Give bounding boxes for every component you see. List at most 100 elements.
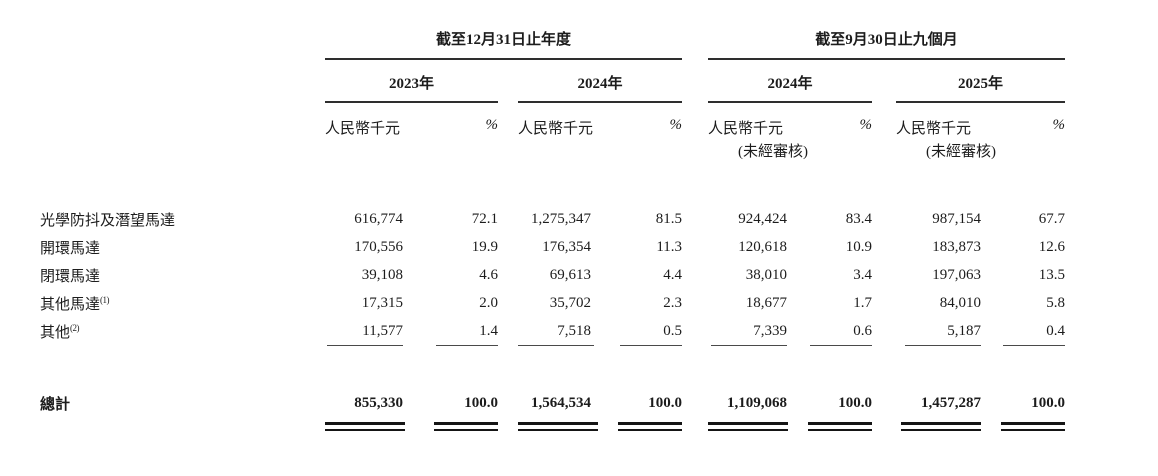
amount-cell: 35,702 bbox=[549, 294, 591, 311]
amount-cell: 39,108 bbox=[361, 266, 403, 283]
total-amount-cell: 855,330 bbox=[354, 394, 403, 411]
currency-unit-label: 人民幣千元 bbox=[896, 121, 972, 137]
currency-unit-label: 人民幣千元 bbox=[325, 121, 401, 137]
percent-cell: 5.8 bbox=[1046, 294, 1066, 311]
amount-cell: 84,010 bbox=[939, 294, 982, 311]
single-rule bbox=[810, 345, 873, 346]
percent-cell: 1.7 bbox=[853, 294, 873, 311]
period-header-annual: 截至12月31日止年度 bbox=[325, 22, 683, 60]
amount-cell: 18,677 bbox=[745, 294, 788, 311]
percent-cell: 0.4 bbox=[1046, 322, 1066, 339]
currency-unit-label: 人民幣千元 bbox=[518, 121, 594, 137]
total-amount-cell: 1,109,068 bbox=[727, 394, 788, 411]
period-header-row: 截至12月31日止年度 截至9月30日止九個月 bbox=[40, 22, 1066, 60]
percent-cell: 67.7 bbox=[1038, 210, 1066, 227]
percent-cell: 81.5 bbox=[655, 210, 683, 227]
percent-header: % bbox=[669, 117, 683, 133]
percent-cell: 0.6 bbox=[853, 322, 873, 339]
double-rule bbox=[901, 422, 982, 431]
total-label: 總計 bbox=[40, 396, 71, 413]
percent-cell: 0.5 bbox=[663, 322, 683, 339]
percent-cell: 72.1 bbox=[471, 210, 498, 227]
row-label: 開環馬達 bbox=[40, 240, 101, 257]
currency-unit-label: 人民幣千元 bbox=[708, 121, 784, 137]
amount-cell: 1,275,347 bbox=[531, 210, 591, 227]
single-rule bbox=[620, 345, 683, 346]
total-amount-cell: 1,564,534 bbox=[531, 394, 591, 411]
unit-header: 人民幣千元 (未經審核) bbox=[896, 102, 997, 173]
percent-header: % bbox=[859, 117, 873, 133]
double-rule bbox=[1001, 422, 1066, 431]
double-rule bbox=[618, 422, 683, 431]
year-header-fy2023: 2023年 bbox=[325, 59, 498, 103]
amount-cell: 69,613 bbox=[549, 266, 591, 283]
single-rule bbox=[1003, 345, 1066, 346]
double-rule bbox=[708, 422, 789, 431]
amount-cell: 17,315 bbox=[361, 294, 403, 311]
percent-cell: 2.3 bbox=[663, 294, 683, 311]
amount-cell: 120,618 bbox=[738, 238, 788, 255]
percent-cell: 12.6 bbox=[1038, 238, 1066, 255]
table-row-others: 其他(2) 11,577 1.4 7,518 0.5 7,339 0.6 5,1… bbox=[40, 317, 1065, 345]
total-percent-cell: 100.0 bbox=[464, 394, 498, 411]
percent-cell: 11.3 bbox=[656, 238, 683, 255]
unit-header-row: 人民幣千元 % 人民幣千元 % 人民幣千元 (未經審核) % 人民幣千元 (未經… bbox=[40, 102, 1065, 173]
amount-cell: 616,774 bbox=[354, 210, 403, 227]
single-rule bbox=[436, 345, 498, 346]
percent-cell: 2.0 bbox=[479, 294, 498, 311]
subtotal-rule-row bbox=[40, 345, 1066, 353]
double-rule bbox=[434, 422, 498, 431]
total-percent-cell: 100.0 bbox=[838, 394, 873, 411]
amount-cell: 7,339 bbox=[753, 322, 788, 339]
unaudited-note: (未經審核) bbox=[926, 144, 997, 160]
year-header-9m2024: 2024年 bbox=[708, 59, 873, 103]
percent-header: % bbox=[1052, 117, 1066, 133]
total-amount-cell: 1,457,287 bbox=[921, 394, 982, 411]
percent-cell: 4.4 bbox=[663, 266, 683, 283]
period-header-nine-months: 截至9月30日止九個月 bbox=[708, 22, 1066, 60]
percent-cell: 3.4 bbox=[853, 266, 873, 283]
table-row-closed-loop-motors: 閉環馬達 39,108 4.6 69,613 4.4 38,010 3.4 19… bbox=[40, 261, 1065, 289]
row-label: 閉環馬達 bbox=[40, 268, 101, 285]
amount-cell: 38,010 bbox=[745, 266, 788, 283]
double-rule bbox=[325, 422, 405, 431]
total-percent-cell: 100.0 bbox=[1031, 394, 1066, 411]
single-rule bbox=[711, 345, 788, 346]
amount-cell: 11,577 bbox=[362, 322, 403, 339]
percent-cell: 83.4 bbox=[845, 210, 873, 227]
footnote-ref: (1) bbox=[100, 294, 110, 305]
total-percent-cell: 100.0 bbox=[648, 394, 683, 411]
table-row-ois-periscope-motors: 光學防抖及潛望馬達 616,774 72.1 1,275,347 81.5 92… bbox=[40, 205, 1065, 233]
row-label: 其他馬達(1) bbox=[40, 294, 110, 313]
single-rule bbox=[905, 345, 982, 346]
percent-cell: 13.5 bbox=[1038, 266, 1066, 283]
amount-cell: 987,154 bbox=[932, 210, 982, 227]
percent-cell: 19.9 bbox=[471, 238, 498, 255]
double-rule bbox=[808, 422, 873, 431]
percent-cell: 1.4 bbox=[479, 322, 498, 339]
single-rule bbox=[518, 345, 594, 346]
total-rule-row bbox=[40, 417, 1066, 438]
amount-cell: 176,354 bbox=[542, 238, 591, 255]
year-header-9m2025: 2025年 bbox=[896, 59, 1066, 103]
amount-cell: 5,187 bbox=[947, 322, 982, 339]
amount-cell: 197,063 bbox=[932, 266, 982, 283]
percent-cell: 4.6 bbox=[479, 266, 498, 283]
double-rule bbox=[518, 422, 598, 431]
revenue-breakdown-table: 截至12月31日止年度 截至9月30日止九個月 2023年 2024年 2024… bbox=[40, 22, 1066, 438]
unit-header: 人民幣千元 (未經審核) bbox=[708, 102, 808, 173]
single-rule bbox=[327, 345, 403, 346]
year-header-fy2024: 2024年 bbox=[518, 59, 683, 103]
unit-header: 人民幣千元 bbox=[325, 102, 403, 173]
amount-cell: 183,873 bbox=[932, 238, 982, 255]
percent-cell: 10.9 bbox=[845, 238, 873, 255]
percent-header: % bbox=[485, 117, 499, 133]
table-row-open-loop-motors: 開環馬達 170,556 19.9 176,354 11.3 120,618 1… bbox=[40, 233, 1065, 261]
footnote-ref: (2) bbox=[70, 322, 80, 333]
row-label: 光學防抖及潛望馬達 bbox=[40, 212, 176, 229]
total-row: 總計 855,330 100.0 1,564,534 100.0 1,109,0… bbox=[40, 389, 1065, 417]
table-row-other-motors: 其他馬達(1) 17,315 2.0 35,702 2.3 18,677 1.7… bbox=[40, 289, 1065, 317]
amount-cell: 924,424 bbox=[738, 210, 788, 227]
amount-cell: 170,556 bbox=[354, 238, 403, 255]
year-header-row: 2023年 2024年 2024年 2025年 bbox=[40, 59, 1066, 103]
